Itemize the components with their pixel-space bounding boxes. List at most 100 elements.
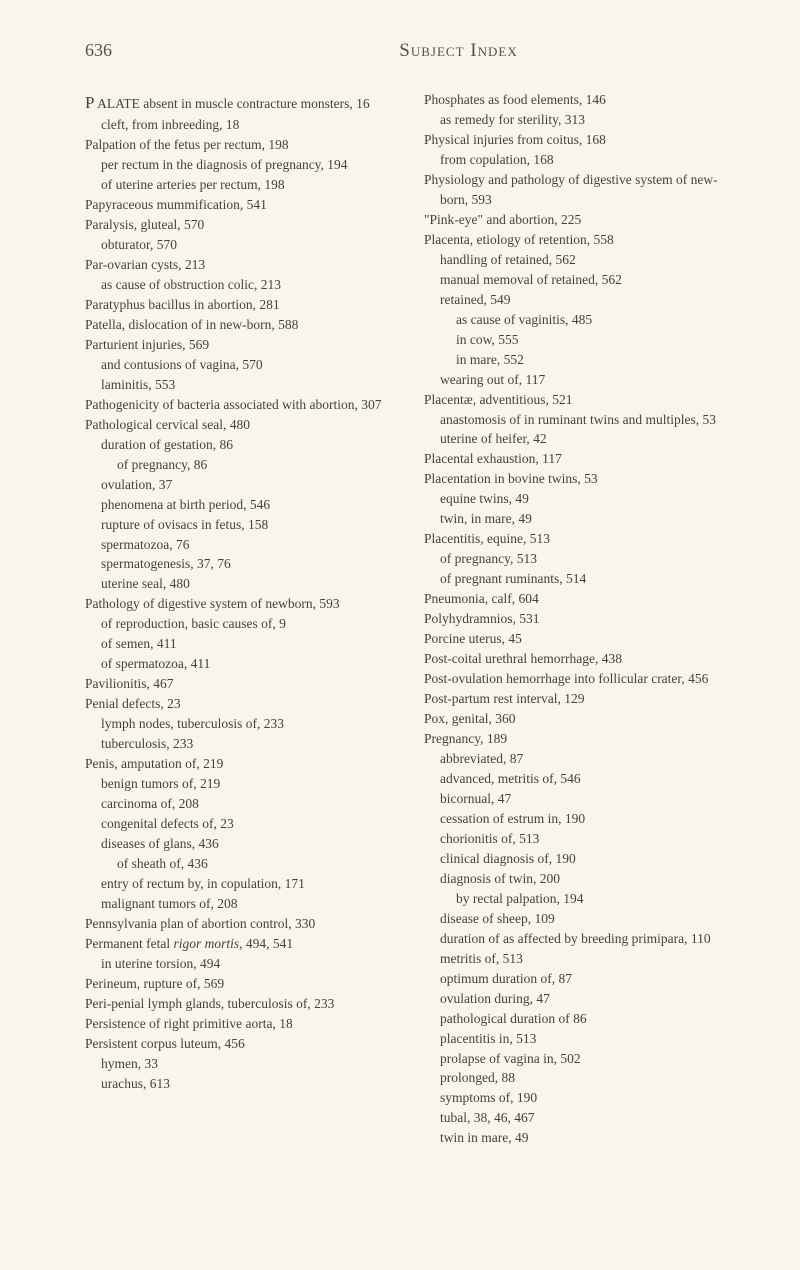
index-entry: duration of gestation, 86 [85, 435, 406, 455]
index-entry: P ALATE absent in muscle contracture mon… [85, 90, 406, 115]
index-entry: of spermatozoa, 411 [85, 654, 406, 674]
index-entry: obturator, 570 [85, 235, 406, 255]
index-entry: by rectal palpation, 194 [424, 889, 745, 909]
index-entry: Peri-penial lymph glands, tuberculosis o… [85, 994, 406, 1014]
index-entry: Pathological cervical seal, 480 [85, 415, 406, 435]
index-entry: of pregnancy, 513 [424, 549, 745, 569]
index-entry: Paralysis, gluteal, 570 [85, 215, 406, 235]
index-entry: Persistence of right primitive aorta, 18 [85, 1014, 406, 1034]
index-entry: cessation of estrum in, 190 [424, 809, 745, 829]
index-entry: Pregnancy, 189 [424, 729, 745, 749]
index-entry: from copulation, 168 [424, 150, 745, 170]
index-entry: malignant tumors of, 208 [85, 894, 406, 914]
index-entry: duration of as affected by breeding prim… [424, 929, 745, 949]
page-container: 636 Subject Index P ALATE absent in musc… [0, 0, 800, 1188]
index-entry: in uterine torsion, 494 [85, 954, 406, 974]
index-entry: Placental exhaustion, 117 [424, 449, 745, 469]
index-entry: Parturient injuries, 569 [85, 335, 406, 355]
index-entry: advanced, metritis of, 546 [424, 769, 745, 789]
index-entry: of pregnant ruminants, 514 [424, 569, 745, 589]
index-entry: in mare, 552 [424, 350, 745, 370]
index-entry: Placenta, etiology of retention, 558 [424, 230, 745, 250]
index-entry: bicornual, 47 [424, 789, 745, 809]
index-entry: disease of sheep, 109 [424, 909, 745, 929]
index-entry: retained, 549 [424, 290, 745, 310]
index-entry: of uterine arteries per rectum, 198 [85, 175, 406, 195]
index-entry: ovulation during, 47 [424, 989, 745, 1009]
index-entry: placentitis in, 513 [424, 1029, 745, 1049]
index-entry: Placentæ, adventitious, 521 [424, 390, 745, 410]
index-entry: Palpation of the fetus per rectum, 198 [85, 135, 406, 155]
index-entry: Penis, amputation of, 219 [85, 754, 406, 774]
index-entry: Pathogenicity of bacteria associated wit… [85, 395, 406, 415]
index-entry: Pavilionitis, 467 [85, 674, 406, 694]
index-entry: pathological duration of 86 [424, 1009, 745, 1029]
index-entry: "Pink-eye" and abortion, 225 [424, 210, 745, 230]
index-entry: equine twins, 49 [424, 489, 745, 509]
index-entry: Physical injuries from coitus, 168 [424, 130, 745, 150]
index-entry: chorionitis of, 513 [424, 829, 745, 849]
index-entry: and contusions of vagina, 570 [85, 355, 406, 375]
index-entry: Post-coital urethral hemorrhage, 438 [424, 649, 745, 669]
index-entry: of pregnancy, 86 [85, 455, 406, 475]
index-entry: Persistent corpus luteum, 456 [85, 1034, 406, 1054]
index-entry: Penial defects, 23 [85, 694, 406, 714]
index-entry: of reproduction, basic causes of, 9 [85, 614, 406, 634]
index-entry: uterine seal, 480 [85, 574, 406, 594]
index-entry: as cause of obstruction colic, 213 [85, 275, 406, 295]
index-entry: spermatozoa, 76 [85, 535, 406, 555]
index-entry: prolonged, 88 [424, 1068, 745, 1088]
index-entry: Papyraceous mummification, 541 [85, 195, 406, 215]
index-entry: prolapse of vagina in, 502 [424, 1049, 745, 1069]
index-entry: diseases of glans, 436 [85, 834, 406, 854]
index-entry: abbreviated, 87 [424, 749, 745, 769]
index-entry: Porcine uterus, 45 [424, 629, 745, 649]
initial-cap: P [85, 93, 94, 112]
index-entry: tubal, 38, 46, 467 [424, 1108, 745, 1128]
index-entry: diagnosis of twin, 200 [424, 869, 745, 889]
index-entry: Placentitis, equine, 513 [424, 529, 745, 549]
index-entry: entry of rectum by, in copulation, 171 [85, 874, 406, 894]
index-entry: Patella, dislocation of in new-born, 588 [85, 315, 406, 335]
columns-container: P ALATE absent in muscle contracture mon… [85, 90, 745, 1148]
index-entry: Pennsylvania plan of abortion control, 3… [85, 914, 406, 934]
index-entry: carcinoma of, 208 [85, 794, 406, 814]
index-entry: symptoms of, 190 [424, 1088, 745, 1108]
index-entry: laminitis, 553 [85, 375, 406, 395]
index-entry: wearing out of, 117 [424, 370, 745, 390]
index-entry: benign tumors of, 219 [85, 774, 406, 794]
index-entry: optimum duration of, 87 [424, 969, 745, 989]
index-entry: lymph nodes, tuberculosis of, 233 [85, 714, 406, 734]
index-entry: per rectum in the diagnosis of pregnancy… [85, 155, 406, 175]
index-entry: Paratyphus bacillus in abortion, 281 [85, 295, 406, 315]
index-entry: Post-partum rest interval, 129 [424, 689, 745, 709]
index-entry: spermatogenesis, 37, 76 [85, 554, 406, 574]
index-entry: Polyhydramnios, 531 [424, 609, 745, 629]
index-entry: urachus, 613 [85, 1074, 406, 1094]
index-entry: Pathology of digestive system of newborn… [85, 594, 406, 614]
index-entry: congenital defects of, 23 [85, 814, 406, 834]
page-header: 636 Subject Index [85, 40, 745, 62]
index-entry: uterine of heifer, 42 [424, 429, 745, 449]
index-entry: Post-ovulation hemorrhage into follicula… [424, 669, 745, 689]
index-entry: clinical diagnosis of, 190 [424, 849, 745, 869]
index-entry: Perineum, rupture of, 569 [85, 974, 406, 994]
index-entry: of semen, 411 [85, 634, 406, 654]
index-entry: as remedy for sterility, 313 [424, 110, 745, 130]
index-entry: handling of retained, 562 [424, 250, 745, 270]
index-entry: Placentation in bovine twins, 53 [424, 469, 745, 489]
index-entry: hymen, 33 [85, 1054, 406, 1074]
index-entry: rupture of ovisacs in fetus, 158 [85, 515, 406, 535]
right-column: Phosphates as food elements, 146as remed… [424, 90, 745, 1148]
index-entry: anastomosis of in ruminant twins and mul… [424, 410, 745, 430]
index-entry: tuberculosis, 233 [85, 734, 406, 754]
italic-text: rigor mortis [173, 936, 239, 951]
index-entry: phenomena at birth period, 546 [85, 495, 406, 515]
index-entry: ovulation, 37 [85, 475, 406, 495]
index-entry: of sheath of, 436 [85, 854, 406, 874]
index-entry: Par-ovarian cysts, 213 [85, 255, 406, 275]
index-entry: Permanent fetal rigor mortis, 494, 541 [85, 934, 406, 954]
index-entry: metritis of, 513 [424, 949, 745, 969]
index-entry: in cow, 555 [424, 330, 745, 350]
index-entry: manual memoval of retained, 562 [424, 270, 745, 290]
